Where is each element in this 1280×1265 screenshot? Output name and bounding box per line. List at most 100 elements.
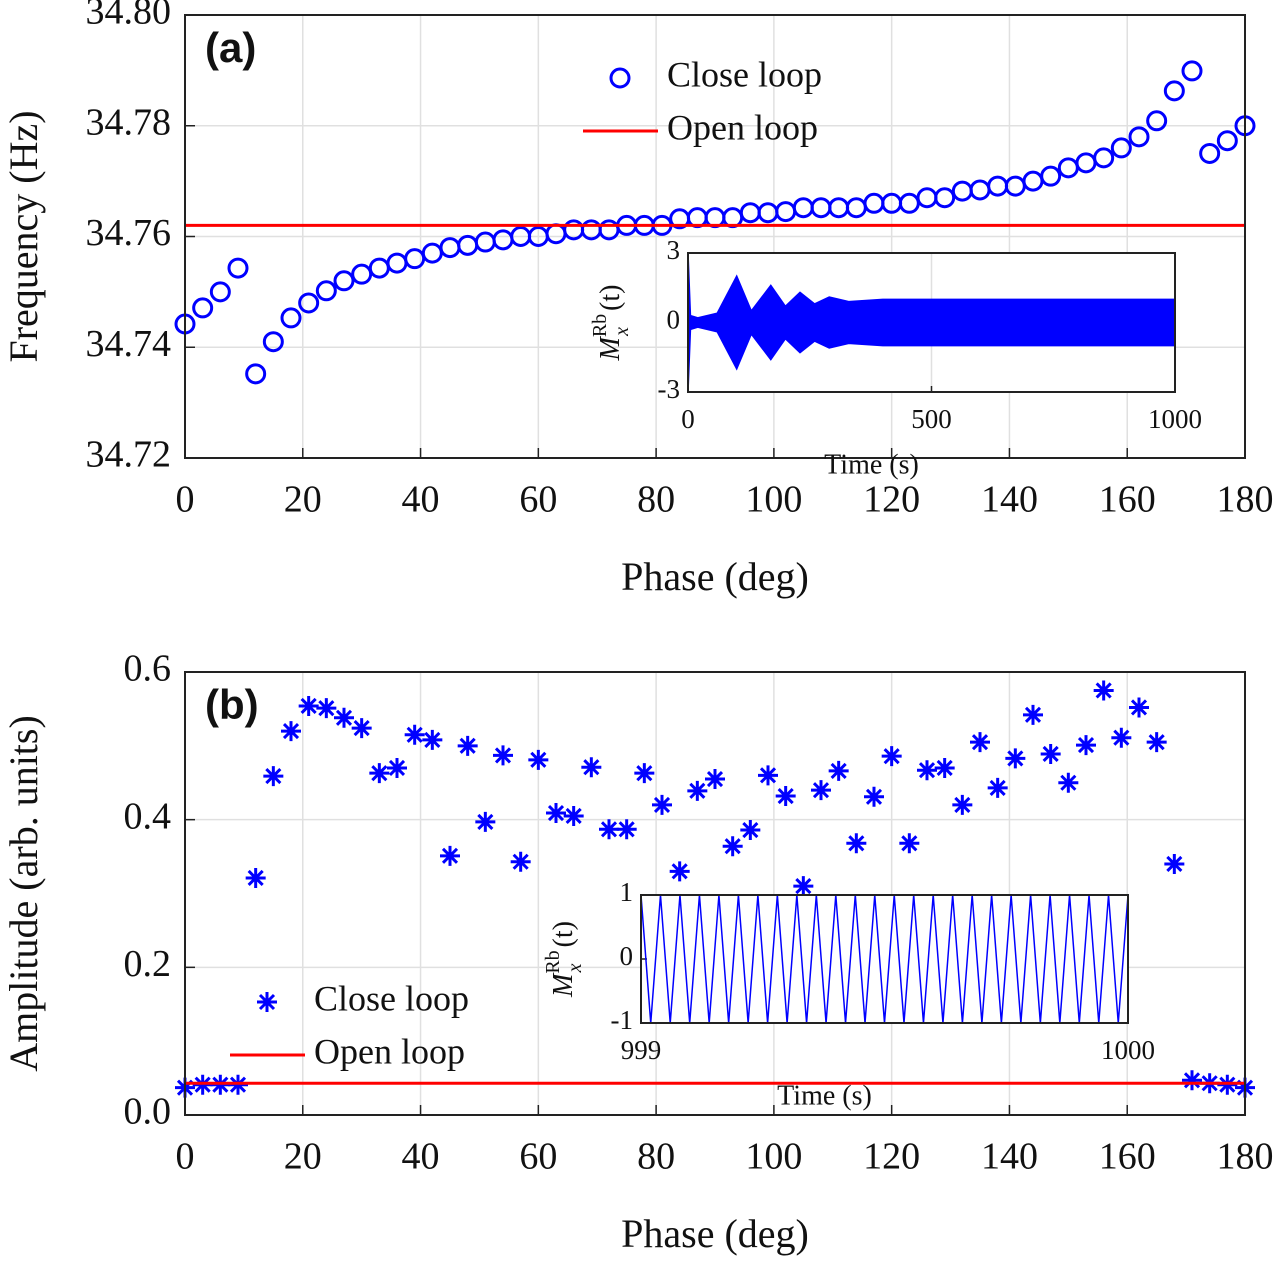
point xyxy=(669,861,690,882)
y-axis-label: Frequency (Hz) xyxy=(1,110,46,362)
legend-swatch xyxy=(609,67,631,89)
x-tick-label: 120 xyxy=(863,1136,920,1178)
panel-label: (a) xyxy=(205,24,256,71)
point xyxy=(705,769,725,790)
x-tick-label: 40 xyxy=(402,1136,440,1178)
inset-x-label: Time (s) xyxy=(777,1080,872,1111)
legend-label: Open loop xyxy=(314,1031,465,1071)
inset-y-label: MRbx (t) xyxy=(542,921,586,998)
y-tick-label: 34.72 xyxy=(86,434,172,476)
point xyxy=(387,757,407,778)
x-tick-label: 999 xyxy=(621,1035,662,1065)
point xyxy=(846,833,867,854)
y-tick-label: 0 xyxy=(667,305,681,335)
point xyxy=(298,292,320,314)
point xyxy=(316,698,337,719)
point xyxy=(280,307,302,329)
point xyxy=(281,721,301,742)
point xyxy=(475,811,496,832)
point xyxy=(581,757,602,778)
x-tick-label: 1000 xyxy=(1148,404,1202,434)
inset-y-label: MRbx (t) xyxy=(589,285,633,362)
panel-label: (b) xyxy=(205,681,259,728)
point xyxy=(546,803,566,824)
point xyxy=(952,794,973,815)
y-tick-label: 0.4 xyxy=(124,795,172,837)
point xyxy=(1129,697,1149,718)
y-axis-label: Amplitude (arb. units) xyxy=(1,715,46,1072)
signal-band xyxy=(688,253,1175,392)
x-tick-label: 0 xyxy=(176,479,195,521)
point xyxy=(1181,60,1203,82)
point xyxy=(1058,772,1079,793)
label-part: x xyxy=(611,327,633,337)
point xyxy=(1093,680,1114,701)
point xyxy=(1111,727,1132,748)
point xyxy=(1216,130,1238,152)
point xyxy=(864,786,884,807)
point xyxy=(899,833,920,854)
point xyxy=(616,819,637,840)
x-tick-label: 0 xyxy=(681,404,695,434)
y-tick-label: 0.0 xyxy=(124,1091,172,1133)
x-tick-label: 180 xyxy=(1217,1136,1274,1178)
x-tick-label: 80 xyxy=(637,1136,675,1178)
point xyxy=(262,331,284,353)
point xyxy=(351,263,373,285)
point xyxy=(192,297,214,319)
point xyxy=(687,780,708,801)
x-tick-label: 180 xyxy=(1217,479,1274,521)
x-tick-label: 140 xyxy=(981,1136,1038,1178)
y-tick-label: -1 xyxy=(611,1005,634,1035)
legend-label: Open loop xyxy=(667,107,818,147)
point xyxy=(245,363,267,385)
x-tick-label: 160 xyxy=(1099,479,1156,521)
y-tick-label: 1 xyxy=(620,877,634,907)
point xyxy=(1093,147,1115,169)
point xyxy=(1005,748,1026,769)
y-tick-label: 34.80 xyxy=(86,0,172,33)
point xyxy=(775,786,796,807)
x-tick-label: 80 xyxy=(637,479,675,521)
point xyxy=(1182,1070,1202,1091)
point xyxy=(1040,165,1062,187)
point xyxy=(811,780,831,801)
point xyxy=(1164,853,1185,874)
inset-frame xyxy=(641,895,1128,1023)
axes-box xyxy=(184,14,1246,459)
label-part: Rb xyxy=(589,314,611,337)
point xyxy=(404,724,425,745)
point xyxy=(510,851,531,872)
x-tick-label: 120 xyxy=(863,479,920,521)
point xyxy=(1023,704,1043,725)
point xyxy=(934,757,955,778)
point xyxy=(1199,142,1221,164)
x-tick-label: 500 xyxy=(911,404,952,434)
axes-box xyxy=(687,252,1176,393)
y-tick-label: 34.76 xyxy=(86,212,172,254)
y-tick-label: 0.6 xyxy=(124,648,172,690)
y-tick-label: 34.78 xyxy=(86,101,172,143)
point xyxy=(333,270,355,292)
label-part: x xyxy=(564,963,586,973)
x-tick-label: 0 xyxy=(176,1136,195,1178)
label-part: (t) xyxy=(548,921,579,947)
y-tick-label: 34.74 xyxy=(86,323,172,365)
y-tick-label: 0 xyxy=(620,941,634,971)
point xyxy=(334,707,354,728)
label-part: M xyxy=(548,972,579,998)
point xyxy=(351,718,372,739)
legend-swatch xyxy=(257,992,277,1012)
point xyxy=(828,760,849,781)
point xyxy=(369,763,390,784)
axes-box xyxy=(184,671,1246,1116)
point xyxy=(1146,110,1168,132)
point xyxy=(1110,137,1132,159)
point xyxy=(209,281,231,303)
point xyxy=(1163,80,1185,102)
y-tick-label: 3 xyxy=(667,235,681,265)
point xyxy=(422,729,443,750)
point xyxy=(917,760,937,781)
signal-line xyxy=(687,252,1175,319)
